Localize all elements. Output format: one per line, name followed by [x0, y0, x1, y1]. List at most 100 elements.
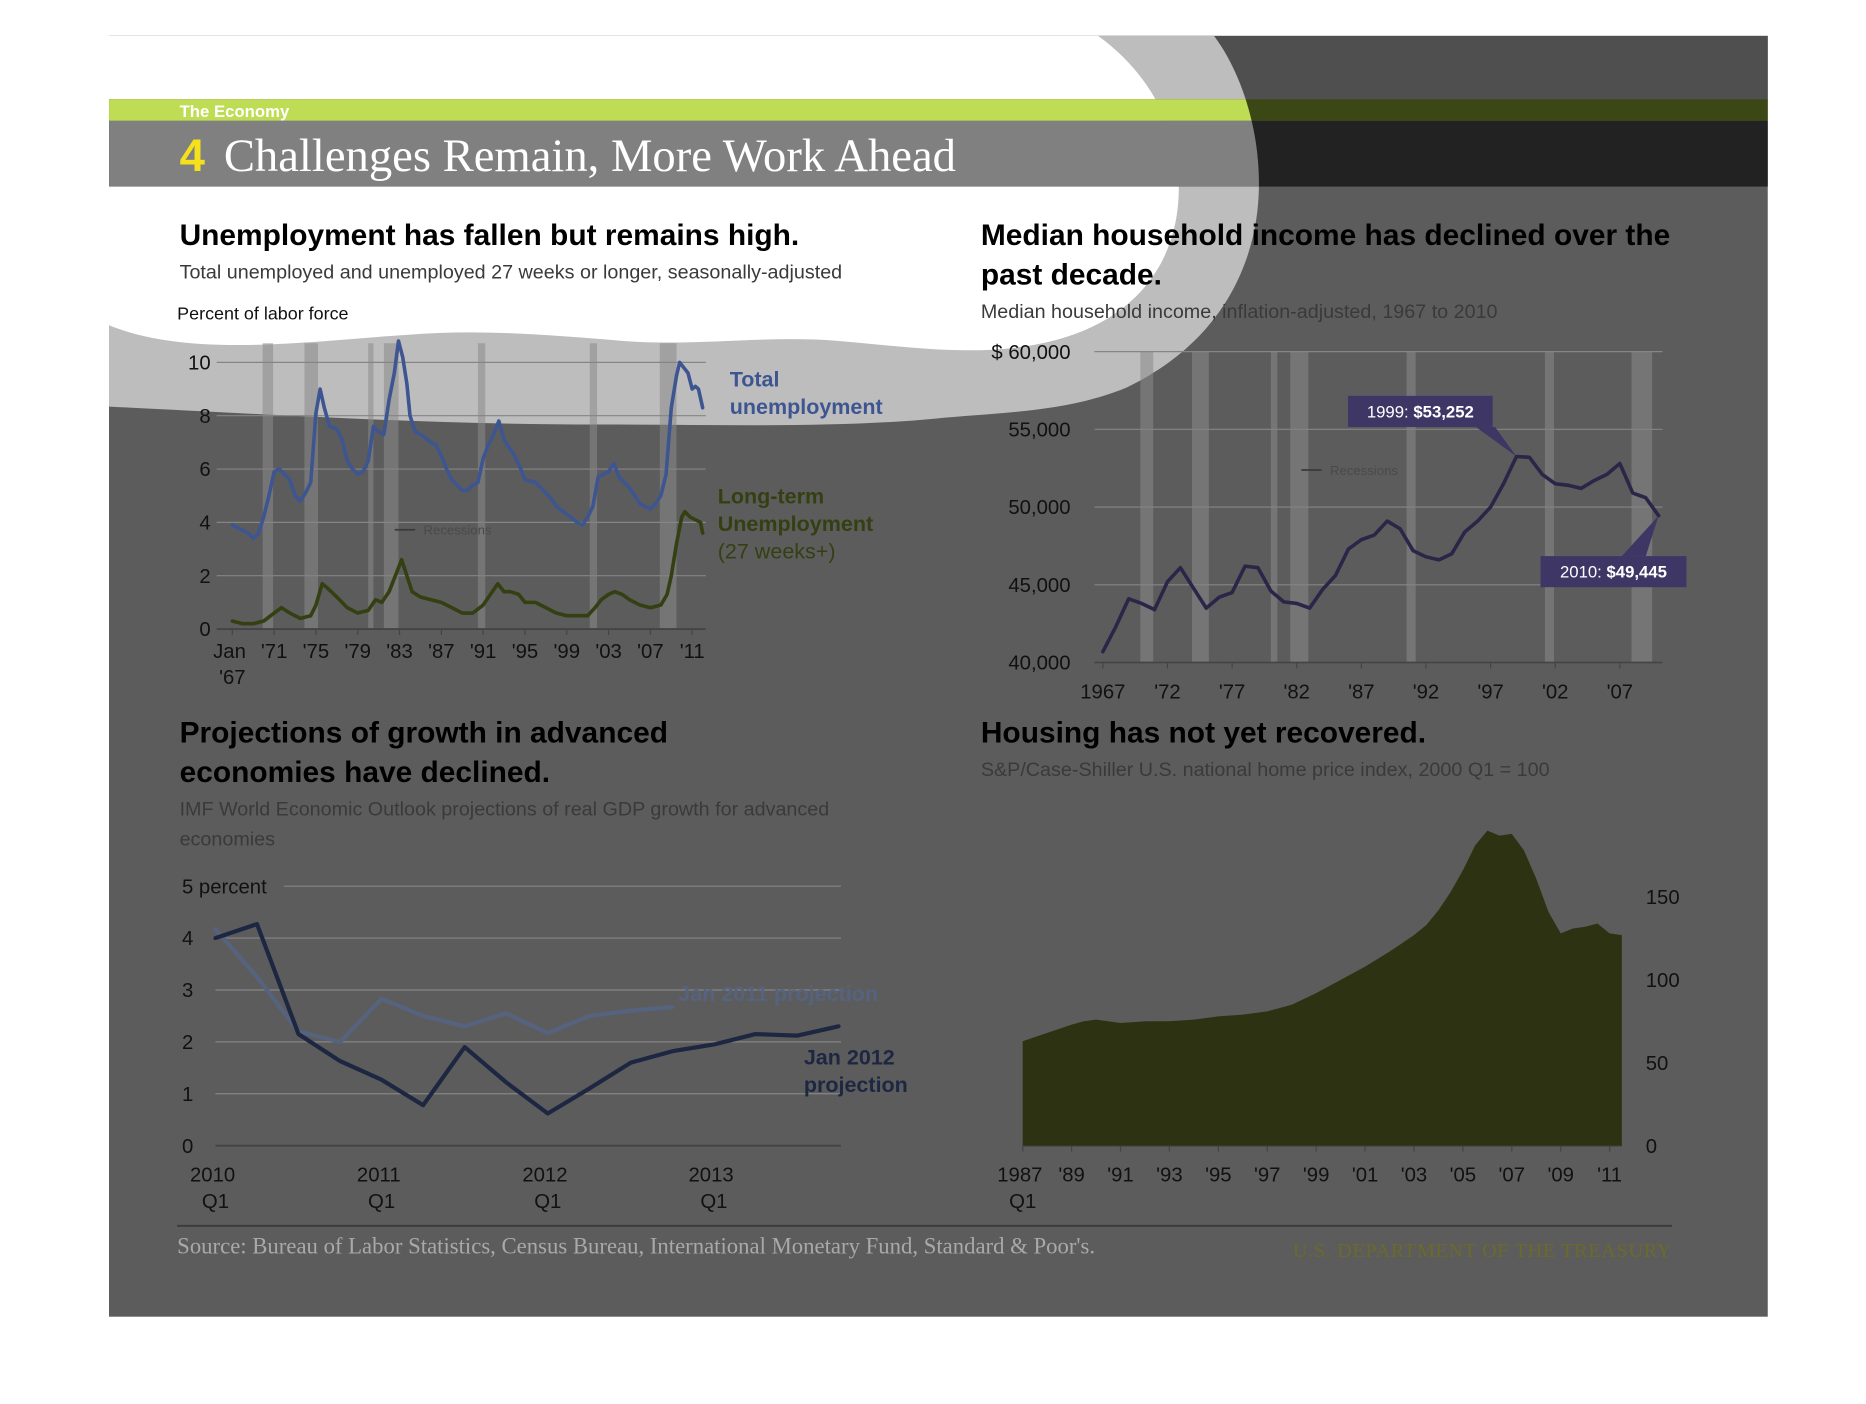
y-tick-label: 150 — [1646, 887, 1680, 909]
x-tick-label: 2013 Q1 — [688, 1165, 739, 1213]
section-bar-light — [109, 99, 1259, 121]
x-tick-label: '09 — [1547, 1165, 1574, 1187]
x-tick-label: '72 — [1154, 681, 1180, 703]
heading-box: Projections of growth in advanced econom… — [180, 714, 862, 855]
data-line — [230, 339, 705, 541]
data-line — [1101, 454, 1661, 654]
legend-label: Recessions — [424, 523, 492, 538]
x-tick-label: '87 — [1348, 681, 1375, 703]
chart-subtitle: S&P/Case-Shiller U.S. national home pric… — [980, 759, 1550, 781]
x-tick-label: '99 — [1303, 1165, 1330, 1187]
y-tick-label: $ 60,000 — [991, 342, 1070, 364]
chart-heading: Housing has not yet recovered. S&P/Case-… — [981, 714, 1722, 786]
y-tick-label: 0 — [182, 1136, 193, 1158]
recession-band — [368, 343, 374, 630]
footer-source: Source: Bureau of Labor Statistics, Cens… — [177, 1234, 1095, 1259]
y-tick-label: 2 — [199, 566, 210, 588]
legend-label: Recessions — [1330, 463, 1398, 478]
x-tick-label: '07 — [637, 641, 663, 663]
x-tick-label: '89 — [1058, 1165, 1085, 1187]
annotation-box — [1540, 556, 1687, 588]
chart-title: Median household income has declined ove… — [980, 218, 1671, 292]
x-tick-label: '71 — [261, 641, 287, 663]
x-tick-label: '99 — [554, 641, 581, 663]
heading-box: Housing has not yet recovered. S&P/Case-… — [981, 714, 1722, 786]
data-line — [213, 921, 841, 1116]
recession-band — [589, 343, 598, 630]
y-tick-label: 0 — [1646, 1136, 1657, 1158]
x-tick-label: 2011 Q1 — [357, 1165, 406, 1213]
y-tick-label: 45,000 — [1008, 575, 1070, 597]
recession-band — [477, 343, 486, 630]
y-tick-label: 40,000 — [1008, 653, 1070, 675]
data-line — [230, 509, 705, 626]
x-tick-label: '93 — [1156, 1165, 1183, 1187]
y-tick-label: 50 — [1646, 1053, 1669, 1075]
x-tick-label: '01 — [1352, 1165, 1379, 1187]
x-tick-label: '95 — [1205, 1165, 1232, 1187]
series-label: Jan 2012 projection — [804, 1045, 908, 1097]
y-tick-label: 0 — [199, 619, 210, 641]
x-tick-label: '83 — [386, 641, 413, 663]
chart-title: Housing has not yet recovered. — [980, 716, 1427, 750]
y-tick-label: 4 — [182, 928, 193, 950]
x-tick-label: '11 — [1597, 1165, 1622, 1187]
x-tick-label: '77 — [1219, 681, 1246, 703]
y-tick-label: 50,000 — [1008, 497, 1070, 519]
section-number: 4 — [180, 130, 206, 181]
annotation-label: 1999: $53,252 — [1367, 402, 1474, 421]
title-bar-light — [109, 120, 1259, 187]
y-tick-label: 3 — [182, 980, 193, 1002]
series-note: (27 weeks+) — [718, 539, 836, 563]
annotation-label: 2010: $49,445 — [1560, 563, 1667, 582]
series-label: Total unemployment — [730, 367, 883, 419]
x-tick-label: 1987 Q1 — [997, 1165, 1048, 1213]
y-tick-label: 8 — [199, 406, 210, 428]
x-tick-label: 2010 Q1 — [190, 1165, 241, 1213]
data-line — [213, 927, 675, 1044]
x-tick-label: '75 — [303, 641, 330, 663]
x-tick-label: '91 — [470, 641, 497, 663]
chart-heading: Median household income has declined ove… — [980, 218, 1671, 323]
x-tick-label: '91 — [1107, 1165, 1134, 1187]
y-tick-label: 5 percent — [182, 876, 267, 898]
x-tick-label: '07 — [1499, 1165, 1525, 1187]
y-tick-label: 55,000 — [1008, 420, 1070, 442]
chart-title: Unemployment has fallen but remains high… — [179, 218, 800, 253]
x-tick-label: Jan '67 — [213, 641, 251, 689]
chart-heading: Projections of growth in advanced econom… — [180, 714, 862, 855]
x-tick-label: '79 — [344, 641, 371, 663]
x-tick-label: '03 — [595, 641, 622, 663]
chart-title: Projections of growth in advanced econom… — [179, 716, 668, 790]
y-tick-label: 10 — [188, 353, 211, 375]
x-tick-label: '87 — [428, 641, 455, 663]
y-tick-label: 4 — [199, 513, 210, 535]
x-tick-label: '07 — [1607, 681, 1634, 703]
annotation-box — [1347, 395, 1493, 427]
y-tick-label: 6 — [199, 459, 210, 481]
recession-band — [304, 343, 319, 630]
heading-box: Unemployment has fallen but remains high… — [180, 216, 945, 288]
x-tick-label: '97 — [1254, 1165, 1280, 1187]
y-tick-label: 1 — [182, 1084, 193, 1106]
chart-subtitle: Total unemployed and unemployed 27 weeks… — [179, 261, 843, 284]
x-tick-label: '97 — [1477, 681, 1503, 703]
agency-name: U.S. DEPARTMENT OF THE TREASURY — [1293, 1240, 1672, 1262]
chart-heading: Unemployment has fallen but remains high… — [180, 216, 945, 288]
section-label: The Economy — [180, 102, 290, 121]
recession-band — [262, 343, 274, 630]
x-tick-label: 2012 Q1 — [522, 1165, 573, 1213]
x-tick-label: '82 — [1283, 681, 1309, 703]
x-tick-label: '92 — [1413, 681, 1439, 703]
page-title: Challenges Remain, More Work Ahead — [224, 130, 956, 182]
y-tick-label: 100 — [1646, 970, 1680, 992]
x-tick-label: 1967 — [1080, 681, 1125, 703]
chart-subtitle: Median household income, inflation-adjus… — [980, 301, 1498, 323]
x-tick-label: '05 — [1450, 1165, 1477, 1187]
x-tick-label: '03 — [1401, 1165, 1428, 1187]
series-label: Jan 2011 projection — [678, 982, 878, 1006]
x-tick-label: '02 — [1542, 681, 1568, 703]
area-fill — [1022, 830, 1622, 1146]
